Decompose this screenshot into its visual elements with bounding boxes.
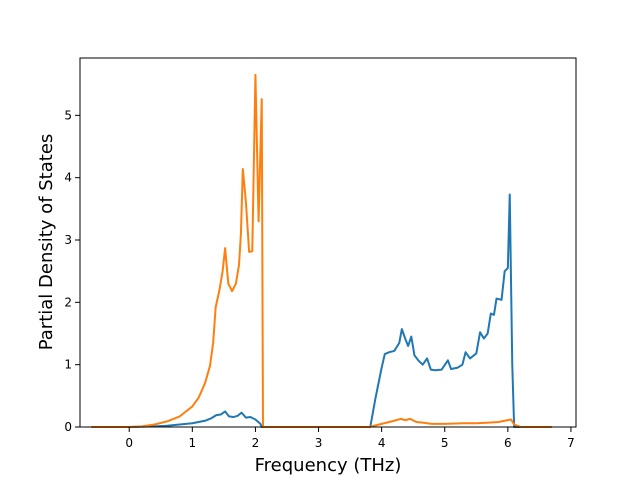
- x-tick-label: 0: [125, 436, 133, 450]
- x-tick-label: 1: [189, 436, 197, 450]
- series-line-1: [91, 193, 553, 428]
- x-axis-label: Frequency (THz): [255, 455, 402, 476]
- series-layer: [91, 73, 553, 428]
- x-tick-label: 6: [504, 436, 512, 450]
- y-tick-label: 4: [64, 171, 72, 185]
- x-tick-label: 4: [378, 436, 386, 450]
- y-tick-label: 1: [64, 358, 72, 372]
- y-axis-label: Partial Density of States: [36, 134, 57, 351]
- x-tick-label: 2: [252, 436, 260, 450]
- plot-frame: [79, 57, 577, 428]
- y-tick-label: 2: [64, 295, 72, 309]
- y-tick-label: 3: [64, 233, 72, 247]
- y-tick-label: 5: [64, 108, 72, 122]
- series-line-2: [91, 73, 553, 428]
- x-tick-label: 7: [567, 436, 575, 450]
- x-tick-label: 5: [441, 436, 449, 450]
- x-axis-ticks: 0 1 2 3 4 5 6 7: [125, 427, 575, 450]
- x-tick-label: 3: [315, 436, 323, 450]
- y-axis-ticks: 0 1 2 3 4 5: [64, 108, 80, 434]
- y-tick-label: 0: [64, 420, 72, 434]
